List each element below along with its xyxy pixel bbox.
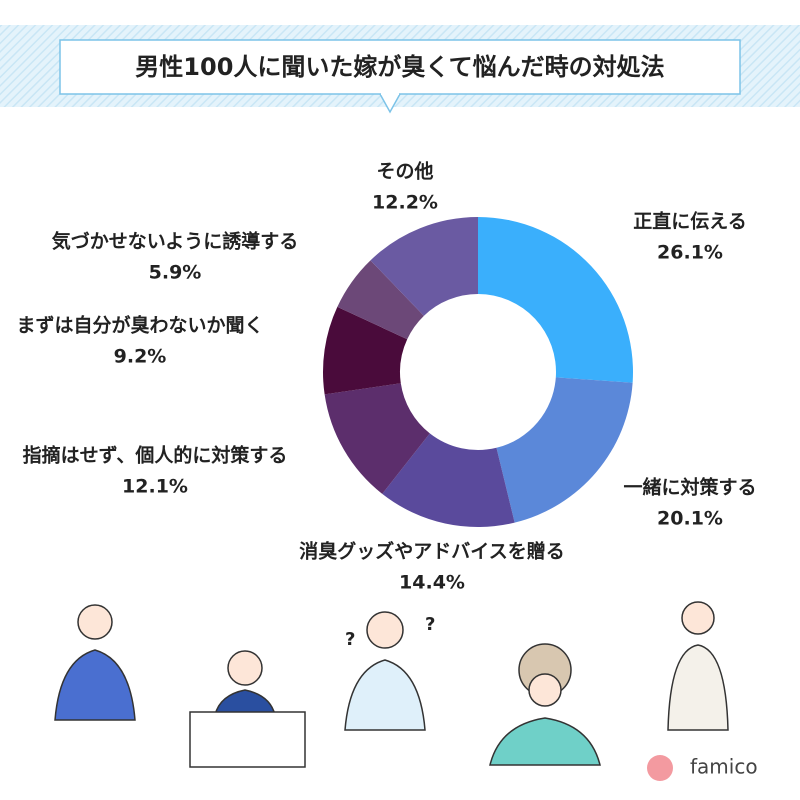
slice (323, 306, 408, 395)
slice-label: 指摘はせず、個人的に対策する (23, 444, 288, 467)
slice-label: その他 (376, 160, 433, 183)
value-label: 14.4% (399, 572, 465, 594)
slice (370, 217, 478, 316)
slice (478, 217, 633, 383)
title-box (59, 39, 741, 95)
logo: famico (690, 755, 758, 779)
slice (337, 260, 424, 340)
illustrations: ?? (54, 601, 729, 768)
person-4 (489, 643, 601, 766)
value-label: 5.9% (149, 262, 202, 284)
slice-label: 消臭グッズやアドバイスを贈る (299, 540, 564, 563)
title-pointer (379, 93, 401, 114)
slice (496, 377, 633, 523)
person-2 (189, 650, 306, 768)
title-pointer-cover (381, 92, 399, 95)
person-5 (667, 601, 729, 731)
value-label: 12.2% (372, 192, 438, 214)
svg-text:?: ? (345, 629, 355, 650)
slice (382, 433, 515, 527)
value-label: 9.2% (114, 346, 167, 368)
slice (324, 383, 430, 494)
slice-label: 正直に伝える (633, 210, 746, 233)
value-label: 26.1% (657, 242, 723, 264)
svg-text:?: ? (425, 614, 435, 635)
chart-title: 男性100人に聞いた嫁が臭くて悩んだ時の対処法 (135, 53, 664, 81)
slice-label: まずは自分が臭わないか聞く (16, 314, 263, 337)
person-3: ?? (344, 611, 435, 731)
value-label: 20.1% (657, 508, 723, 530)
person-1 (54, 604, 136, 721)
logo-icon (647, 755, 673, 781)
slice-label: 気づかせないように誘導する (52, 230, 299, 253)
value-label: 12.1% (122, 476, 188, 498)
slice-label: 一緒に対策する (623, 476, 756, 499)
